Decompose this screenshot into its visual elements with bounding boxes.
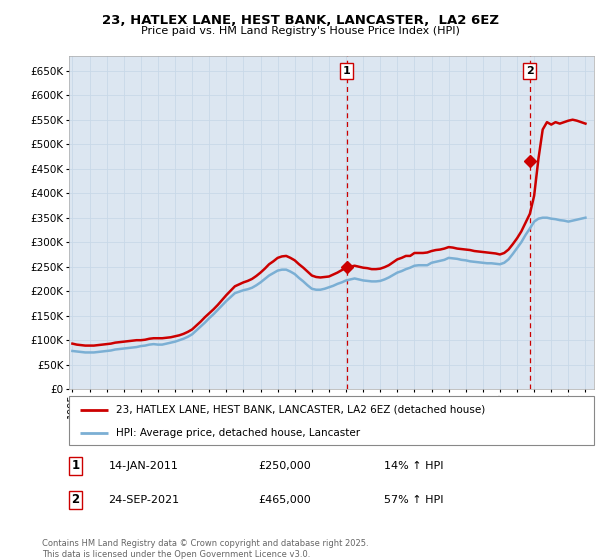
Text: 14% ↑ HPI: 14% ↑ HPI	[384, 461, 443, 471]
Text: 2: 2	[71, 493, 79, 506]
Text: Price paid vs. HM Land Registry's House Price Index (HPI): Price paid vs. HM Land Registry's House …	[140, 26, 460, 36]
Text: 1: 1	[343, 66, 350, 76]
Text: Contains HM Land Registry data © Crown copyright and database right 2025.
This d: Contains HM Land Registry data © Crown c…	[42, 539, 368, 559]
Text: 24-SEP-2021: 24-SEP-2021	[109, 495, 179, 505]
Text: 57% ↑ HPI: 57% ↑ HPI	[384, 495, 443, 505]
Text: 1: 1	[71, 459, 79, 473]
Text: 14-JAN-2011: 14-JAN-2011	[109, 461, 178, 471]
Text: £250,000: £250,000	[258, 461, 311, 471]
Text: 2: 2	[526, 66, 533, 76]
FancyBboxPatch shape	[69, 396, 594, 445]
Text: HPI: Average price, detached house, Lancaster: HPI: Average price, detached house, Lanc…	[116, 428, 361, 438]
Text: £465,000: £465,000	[258, 495, 311, 505]
Text: 23, HATLEX LANE, HEST BANK, LANCASTER, LA2 6EZ (detached house): 23, HATLEX LANE, HEST BANK, LANCASTER, L…	[116, 405, 485, 415]
Text: 23, HATLEX LANE, HEST BANK, LANCASTER,  LA2 6EZ: 23, HATLEX LANE, HEST BANK, LANCASTER, L…	[101, 14, 499, 27]
